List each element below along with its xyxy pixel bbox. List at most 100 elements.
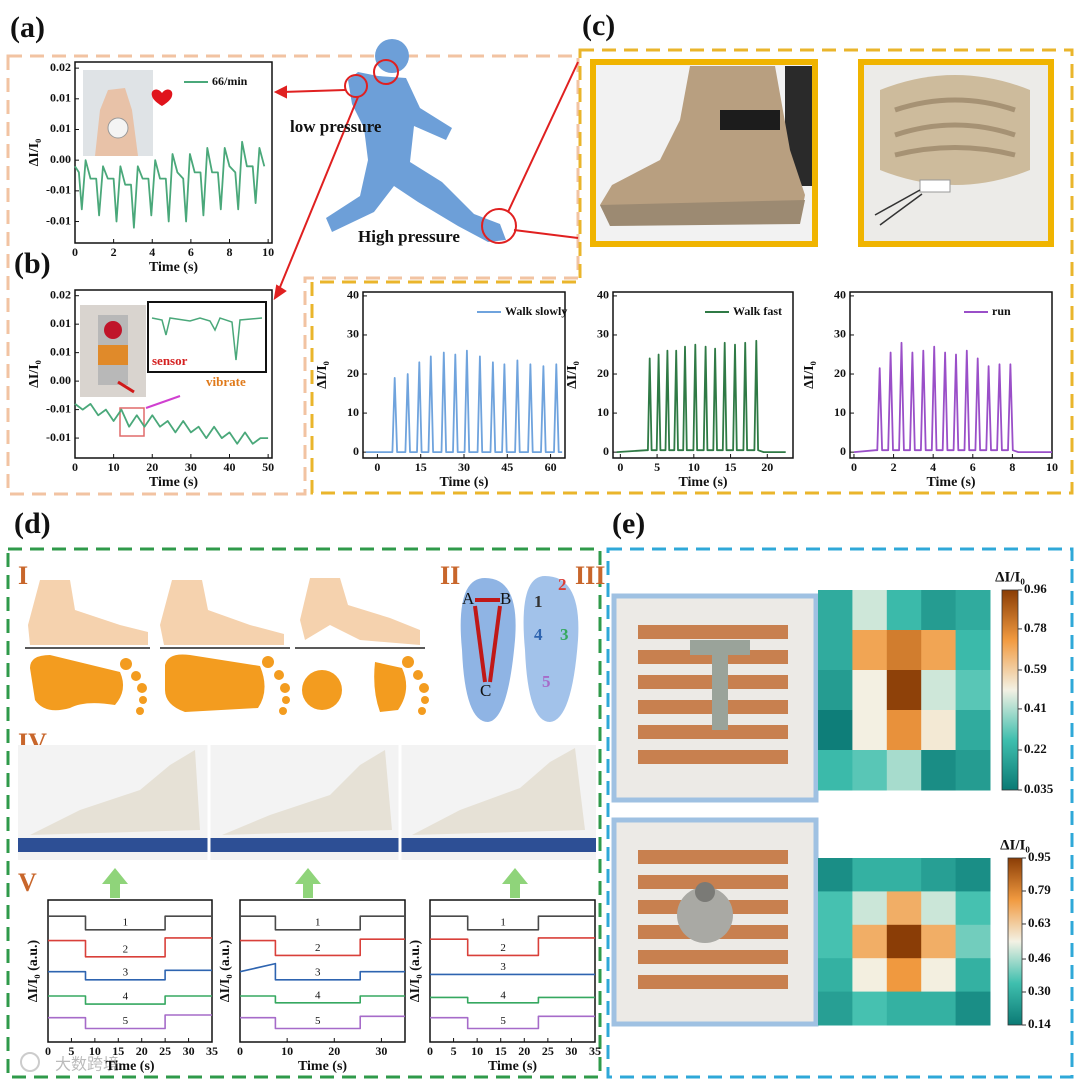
x-tick-label: 30 (565, 1044, 577, 1058)
y-tick-label: 10 (597, 405, 609, 419)
x-tick-label: 8 (227, 245, 233, 259)
series-label: 5 (123, 1015, 129, 1027)
heat-cell (818, 710, 853, 751)
heat-cell (852, 670, 888, 711)
heat-cell (921, 924, 957, 959)
series-line (74, 403, 269, 445)
plot-frame (612, 291, 794, 459)
panel-label: (e) (612, 507, 645, 540)
y-tick-label: 20 (834, 366, 846, 380)
insole-point: B (500, 589, 511, 608)
x-tick-label: 30 (185, 460, 197, 474)
x-tick-label: 25 (542, 1044, 554, 1058)
x-axis-label: Time (s) (149, 260, 198, 275)
x-tick-label: 2 (891, 460, 897, 474)
insole-sensor: 4 (534, 625, 543, 644)
insole-sensor: 3 (560, 625, 569, 644)
annotation: sensor (152, 353, 188, 368)
y-tick-label: 20 (597, 366, 609, 380)
frame-c (310, 48, 1074, 495)
heat-cell (886, 590, 922, 631)
panel-label: (c) (582, 9, 615, 42)
watermark-icon (20, 1052, 40, 1072)
heat-cell (886, 891, 922, 926)
plot-frame (74, 289, 273, 459)
heat-cell (955, 924, 991, 959)
insole-point: A (462, 589, 475, 608)
x-tick-label: 10 (688, 460, 700, 474)
frame-ab (6, 54, 580, 496)
feet-illustrations (25, 578, 425, 649)
heat-cell (852, 590, 888, 631)
y-tick-label: 0.02 (50, 287, 71, 301)
insole-sensor: 1 (534, 592, 543, 611)
y-tick-label: 0.01 (50, 91, 71, 105)
series-label: 5 (315, 1015, 321, 1027)
series-line (48, 915, 212, 931)
y-tick-label: -0.01 (46, 430, 71, 444)
electrode-photo (611, 593, 819, 1027)
annotation: High pressure (358, 227, 460, 246)
colorbar-tick-label: 0.46 (1028, 950, 1051, 965)
x-tick-label: 4 (930, 460, 936, 474)
heat-cell (886, 670, 922, 711)
heat-cell (955, 590, 991, 631)
pointer-lines (273, 61, 579, 301)
sole-photo (858, 59, 1054, 247)
sensor-circle (481, 208, 517, 244)
series-line (240, 938, 405, 957)
series-line (48, 995, 212, 1005)
x-axis-label: Time (s) (298, 1059, 347, 1074)
y-axis-label: ΔI/I₀ (315, 361, 330, 389)
y-tick-label: 0 (840, 444, 846, 458)
insole-sensor: 5 (542, 672, 551, 691)
colorbar-tick-label: 0.30 (1028, 983, 1051, 998)
y-tick-label: 0.01 (50, 344, 71, 358)
series-line (365, 349, 563, 453)
x-tick-label: 30 (458, 460, 470, 474)
x-axis-label: Time (s) (678, 475, 727, 490)
y-tick-label: 0.01 (50, 316, 71, 330)
y-tick-label: 10 (347, 405, 359, 419)
x-axis-label: Time (s) (149, 475, 198, 490)
x-tick-label: 0 (851, 460, 857, 474)
frame-d (6, 547, 602, 1079)
series-label: 3 (500, 961, 506, 973)
y-tick-label: 0 (353, 444, 359, 458)
heat-cell (955, 630, 991, 671)
x-tick-label: 5 (451, 1044, 457, 1058)
colorbar-tick-label: 0.22 (1024, 741, 1047, 756)
y-tick-label: 40 (347, 288, 359, 302)
x-axis-label: Time (s) (105, 1059, 154, 1074)
x-tick-label: 15 (725, 460, 737, 474)
annotation: vibrate (206, 374, 246, 389)
series-line (239, 962, 405, 981)
heat-cell (921, 991, 957, 1026)
plot-frame (74, 61, 273, 244)
x-tick-label: 30 (183, 1044, 195, 1058)
heat-cell (886, 958, 922, 993)
heat-cell (818, 924, 853, 959)
x-tick-label: 0 (237, 1044, 243, 1058)
x-tick-label: 10 (89, 1044, 101, 1058)
x-tick-label: 30 (375, 1044, 387, 1058)
sensor-circle (373, 59, 399, 85)
heat-cell (818, 670, 853, 711)
plot-frame (429, 899, 596, 1043)
heat-cell (955, 858, 991, 892)
x-tick-label: 20 (146, 460, 158, 474)
y-tick-label: 0.00 (50, 152, 71, 166)
x-tick-label: 10 (1046, 460, 1058, 474)
skeleton-photos (18, 745, 596, 860)
heat-cell (818, 891, 853, 926)
series-line (48, 1014, 212, 1030)
heat-cell (886, 924, 922, 959)
heat-cell (886, 991, 922, 1026)
heat-cell (818, 750, 853, 791)
heat-cell (886, 750, 922, 791)
series-label: 1 (123, 916, 129, 928)
x-tick-label: 0 (72, 460, 78, 474)
x-tick-label: 6 (970, 460, 976, 474)
series-line (430, 937, 595, 957)
